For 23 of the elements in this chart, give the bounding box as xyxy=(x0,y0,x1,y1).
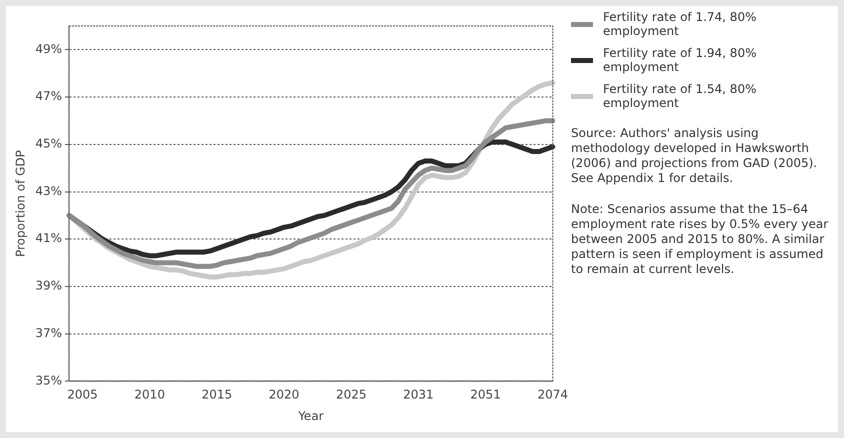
x-tick-label: 2005 xyxy=(67,388,98,402)
x-axis-title: Year xyxy=(297,408,324,423)
y-tick-label: 49% xyxy=(35,42,62,56)
legend-label: Fertility rate of 1.54, 80% employment xyxy=(603,82,758,110)
y-tick-label: 35% xyxy=(35,373,62,388)
y-tick-label: 41% xyxy=(35,231,62,246)
x-tick-label: 2010 xyxy=(134,388,165,402)
source-note: Source: Authors' analysis using methodology developed in Hawksworth (2006) and projections from GAD (2005). See Appendix 1 for details. xyxy=(571,126,818,186)
y-tick-label: 45% xyxy=(35,136,62,151)
y-tick-label: 47% xyxy=(35,89,62,104)
y-tick-label: 39% xyxy=(35,278,62,293)
x-tick-label: 2051 xyxy=(470,388,501,402)
x-tick-label: 2031 xyxy=(403,388,434,402)
x-tick-label: 2015 xyxy=(202,388,232,402)
y-tick-label: 37% xyxy=(35,326,62,340)
x-tick-label: 2074 xyxy=(537,388,568,402)
text: Note: Scenarios assume that the 15–64 employment rate rises by 0.5% every year between 2005 and 2015 to 80%. A similar pattern is seen if employment is assumed to remain at current levels. xyxy=(571,202,830,277)
x-tick-label: 2020 xyxy=(268,388,300,402)
legend-label: Fertility rate of 1.94, 80% employment xyxy=(603,46,758,74)
y-tick-label: 43% xyxy=(35,184,62,198)
y-axis-title: Proportion of GDP xyxy=(13,150,28,258)
legend-label: Fertility rate of 1.74, 80% employment xyxy=(603,10,758,38)
x-tick-label: 2025 xyxy=(336,388,366,402)
